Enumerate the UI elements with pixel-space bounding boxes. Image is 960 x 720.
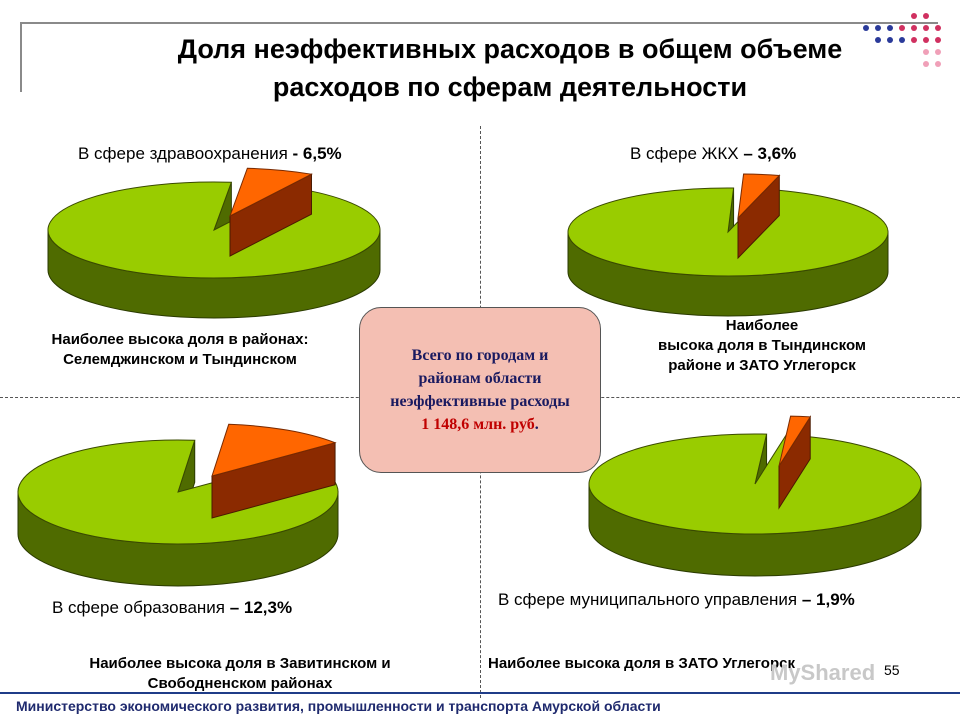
pie-2-label-value: – 3,6% bbox=[743, 144, 797, 163]
title-line-2: расходов по сферам деятельности bbox=[272, 72, 748, 102]
pie-2-main-slice bbox=[567, 187, 889, 277]
summary-line-2: районам области bbox=[418, 370, 542, 387]
pie-4-main-slice bbox=[588, 433, 922, 535]
pie-1-note: Наиболее высока доля в районах: Селемджи… bbox=[10, 330, 350, 370]
summary-line-3: неэффективные расходы bbox=[390, 393, 570, 410]
pie-3-label-prefix: В сфере образования bbox=[52, 598, 230, 617]
pie-3-note-line-1: Наиболее высока доля в Завитинском и bbox=[89, 655, 391, 672]
summary-line-1: Всего по городам и bbox=[411, 347, 549, 364]
pie-4-note-line-1: Наиболее высока доля в ЗАТО Углегорск bbox=[488, 655, 795, 672]
watermark: MyShared bbox=[770, 660, 876, 685]
summary-box: Всего по городам и районам области неэфф… bbox=[359, 307, 601, 473]
pie-1-label-value: - 6,5% bbox=[292, 144, 342, 163]
pie-3-share-slice bbox=[211, 423, 337, 477]
summary-amount: 1 148,6 млн. руб bbox=[421, 416, 535, 433]
pie-4-label: В сфере муниципального управления – 1,9% bbox=[498, 590, 855, 610]
footer-text: Министерство экономического развития, пр… bbox=[16, 698, 661, 714]
pie-1-main-slice bbox=[47, 181, 381, 279]
pie-2-note-line-1: Наиболее bbox=[725, 317, 799, 334]
pie-3-label: В сфере образования – 12,3% bbox=[52, 598, 292, 618]
pie-2-label: В сфере ЖКХ – 3,6% bbox=[630, 144, 796, 164]
footer: Министерство экономического развития, пр… bbox=[0, 692, 960, 720]
page-number: 55 bbox=[884, 662, 900, 678]
pie-3-main-slice bbox=[17, 439, 339, 545]
decorative-dots bbox=[863, 13, 941, 67]
pie-1-label-prefix: В сфере здравоохранения bbox=[78, 144, 293, 163]
pie-3-note-line-2: Свободненском районах bbox=[147, 675, 333, 692]
summary-suffix: . bbox=[534, 416, 539, 433]
pie-2-note-line-3: районе и ЗАТО Углегорск bbox=[668, 357, 856, 374]
frame-left-line bbox=[20, 22, 22, 92]
pie-4-label-prefix: В сфере муниципального управления bbox=[498, 590, 802, 609]
frame-top-line bbox=[20, 22, 938, 24]
summary-amount-line: 1 148,6 млн. руб. bbox=[421, 413, 539, 436]
pie-4-note: Наиболее высока доля в ЗАТО Углегорск bbox=[488, 654, 888, 674]
pie-2-label-prefix: В сфере ЖКХ bbox=[630, 144, 744, 163]
pie-1-label: В сфере здравоохранения - 6,5% bbox=[78, 144, 342, 164]
pie-4-share-slice bbox=[778, 415, 812, 467]
pie-2-note-line-2: высока доля в Тындинском bbox=[657, 337, 867, 354]
pie-1-share-slice bbox=[229, 167, 314, 218]
pie-2-note: Наиболее высока доля в Тындинском районе… bbox=[612, 316, 912, 376]
title-line-1: Доля неэффективных расходов в общем объе… bbox=[177, 34, 843, 64]
pie-4-label-value: – 1,9% bbox=[801, 590, 855, 609]
page-title: Доля неэффективных расходов в общем объе… bbox=[120, 30, 900, 106]
pie-3-note: Наиболее высока доля в Завитинском и Сво… bbox=[20, 654, 460, 694]
pie-1-note-line-2: Селемджинском и Тындинском bbox=[63, 351, 297, 368]
pie-2-share-slice bbox=[737, 173, 781, 220]
pie-1-note-line-1: Наиболее высока доля в районах: bbox=[51, 331, 309, 348]
pie-3-label-value: – 12,3% bbox=[229, 598, 293, 617]
